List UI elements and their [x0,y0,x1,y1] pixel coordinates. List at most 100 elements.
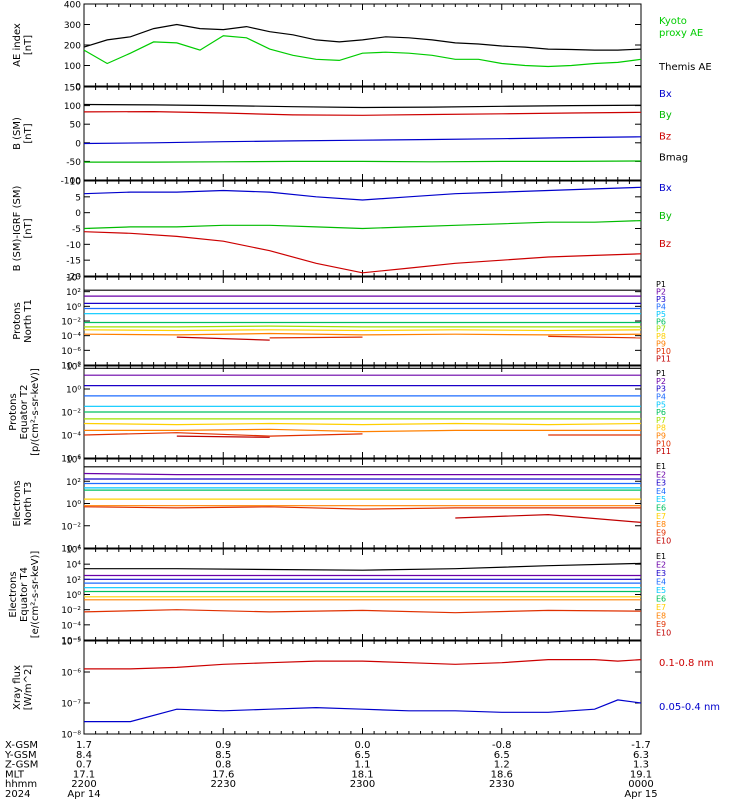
series-by [83,220,642,230]
legend-item: E1 [656,462,666,471]
legend-item: P10 [656,439,671,448]
y-tick-label: 10² [66,478,81,488]
y-tick-label: 200 [64,42,81,52]
y-axis-title: North T3 [23,482,34,526]
y-axis-title: AE index [12,23,23,67]
column-value: 2200 [71,779,96,790]
y-tick-label: -20 [66,273,81,283]
legend-item: E6 [656,504,666,513]
legend-item: P7 [656,416,666,425]
row-label: hhmm [5,779,37,790]
y-tick-label: 10⁴ [66,274,81,284]
panel-7: 10⁻⁶ 10⁻⁴ 10⁻² 10⁰ 10² 10⁴ 10⁶ Electrons Equator… [8,546,671,647]
y-tick-label: 0 [75,139,81,149]
y-axis-title: [nT] [23,35,34,55]
y-tick-label: 100 [64,102,81,112]
series-p9 [83,332,642,336]
legend-item: E9 [656,620,666,629]
series-line [84,325,641,328]
legend-item: E2 [656,561,666,570]
legend-item: E9 [656,528,666,537]
column-value: 8.5 [215,750,231,761]
column-value: -0.8 [492,740,512,751]
series-line [84,658,642,670]
bottom-axis: X-GSMY-GSMZ-GSMMLThhmm20241.78.40.717.12… [4,740,658,800]
y-tick-label: 10⁻² [61,606,81,616]
legend-item: proxy AE [659,28,703,39]
series-line [83,231,642,274]
y-axis-title: Equator T2 [19,385,30,440]
y-axis-title: [nT] [23,123,34,143]
legend-item: P4 [656,302,666,311]
legend-item: P2 [656,287,666,296]
y-tick-label: 100 [64,62,81,72]
legend-item: Bz [659,239,671,250]
panel-frame [83,640,642,735]
y-tick-label: 10⁰ [66,303,81,313]
legend-item: E7 [656,512,666,521]
series-line [455,513,642,523]
series-line [84,699,642,723]
series-line [83,329,642,332]
column-value: 0000 [628,779,653,790]
legend-item: P2 [656,377,666,386]
legend-item: E1 [656,552,666,561]
series-0-1-0-8-nm [84,658,642,670]
y-tick-label: 0 [75,209,81,219]
legend-item: P3 [656,295,666,304]
y-tick-label: 10⁻² [61,318,81,328]
y-tick-label: 10² [66,363,81,373]
legend-item: 0.05-0.4 nm [659,702,720,713]
y-axis-title: [W/m^2] [23,665,34,711]
column-value: 0.0 [355,740,371,751]
series-bz [83,231,642,274]
series-0-05-0-4-nm [84,699,642,723]
series-line [83,186,642,201]
column-value: 2300 [350,779,375,790]
legend-item: Bx [659,183,672,194]
series-line [83,103,642,109]
legend-item: P1 [656,280,666,289]
y-tick-label: 10⁻⁸ [61,362,81,372]
series-line [269,336,363,339]
y-axis-title: Protons [8,393,19,430]
column-value: -1.7 [631,740,651,751]
legend-item: E3 [656,569,666,578]
series-bx [83,136,642,145]
y-tick-label: 10² [66,576,81,586]
row-label: 2024 [5,789,30,800]
series-e9 [83,609,642,614]
series-line [83,23,642,51]
panel-frame [83,458,642,549]
legend-item: E5 [656,586,666,595]
y-tick-label: 400 [64,1,81,11]
column-value: 1.1 [355,760,371,771]
row-label: Y-GSM [4,750,37,761]
y-tick-label: 10⁻² [61,522,81,532]
column-value: 1.7 [76,740,92,751]
y-tick-label: 150 [64,84,81,94]
series-p11 [176,336,270,341]
column-value: 1.3 [633,760,649,771]
column-value: 6.5 [355,750,371,761]
legend-item: E7 [656,603,666,612]
series-line [84,160,642,163]
panel-frame [83,548,642,641]
y-tick-label: 10⁻⁴ [61,545,81,555]
series-e1 [84,562,642,571]
series-p10 [83,432,641,437]
legend-item: E5 [656,495,666,504]
y-tick-label: 5 [75,193,81,203]
legend-item: P11 [656,355,671,364]
y-axis-title: Electrons [12,480,23,526]
y-axis-title: [p/(cm²-s-sr-keV)] [30,368,41,456]
y-axis-title: Xray flux [12,665,23,710]
series-line [83,136,642,145]
y-tick-label: -50 [66,158,81,168]
